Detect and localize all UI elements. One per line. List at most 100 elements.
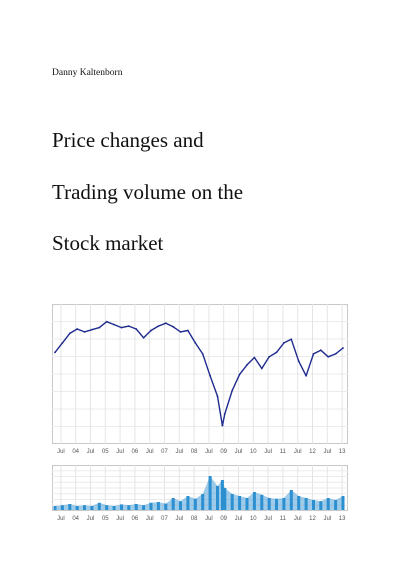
price-chart: Jul 04 Jul 05 Jul 06 Jul 07 Jul 08 Jul 09 Jul 10 Jul 11… [52, 304, 348, 457]
price-point [283, 342, 285, 344]
volume-bar [186, 496, 190, 510]
volume-bar [193, 498, 197, 510]
price-point [275, 351, 278, 354]
volume-chart-tick-label: Jul [294, 516, 302, 520]
volume-bar [245, 498, 249, 510]
price-chart-tick-label: Jul [116, 449, 124, 455]
volume-chart-tick-label: 11 [280, 516, 287, 520]
title-line-1: Price changes and [52, 128, 204, 152]
volume-chart-tick-label: Jul [323, 516, 331, 520]
price-point [98, 326, 101, 329]
price-chart-svg: Jul 04 Jul 05 Jul 06 Jul 07 Jul 08 Jul 09 Jul 10 Jul 11… [52, 304, 348, 455]
volume-chart-tick-label: 12 [309, 516, 316, 520]
price-point [179, 331, 182, 333]
volume-bar [341, 496, 345, 510]
price-point [216, 395, 219, 398]
price-chart-tick-label: Jul [146, 449, 154, 455]
volume-chart-tick-label: Jul [235, 516, 243, 520]
volume-bar [289, 490, 293, 510]
volume-bar [134, 504, 138, 510]
volume-bar [201, 494, 205, 510]
volume-chart-tick-label: Jul [87, 516, 95, 520]
volume-bar [97, 502, 101, 510]
price-chart-tick-label: Jul [294, 449, 302, 455]
author-name: Danny Kaltenborn [52, 68, 123, 78]
price-point [61, 342, 64, 344]
volume-bar [252, 492, 256, 510]
price-point [297, 360, 300, 363]
price-point [305, 374, 307, 377]
price-chart-tick-label: 12 [309, 449, 316, 455]
price-point [246, 364, 248, 366]
volume-chart-tick-label: Jul [116, 516, 124, 520]
title-line-3: Stock market [52, 231, 164, 255]
volume-chart-tick-label: 07 [161, 516, 168, 520]
price-point [76, 328, 79, 330]
price-point [127, 325, 130, 327]
volume-bar [319, 501, 323, 510]
volume-bar [142, 505, 146, 510]
price-point [135, 328, 138, 330]
volume-bar [326, 498, 330, 510]
title-line-2: Trading volume on the [52, 180, 244, 204]
price-chart-tick-label: Jul [323, 449, 331, 455]
volume-bar [238, 496, 242, 510]
volume-bar [171, 498, 175, 510]
volume-bar [105, 505, 109, 510]
volume-chart-tick-label: 10 [250, 516, 257, 520]
price-point [223, 413, 226, 415]
price-point [201, 353, 204, 355]
volume-bar [156, 502, 160, 510]
price-chart-tick-label: Jul [235, 449, 243, 455]
price-point [54, 351, 56, 354]
price-point [221, 424, 224, 427]
volume-chart-tick-label: 13 [339, 516, 346, 520]
volume-bar [260, 494, 264, 510]
price-point [150, 329, 152, 332]
volume-bar [282, 498, 286, 510]
price-point [172, 325, 175, 328]
price-chart-tick-label: 04 [72, 449, 79, 455]
price-point [91, 328, 93, 331]
volume-bar [179, 501, 182, 510]
price-chart-tick-label: Jul [175, 449, 183, 455]
volume-chart-tick-label: Jul [175, 516, 183, 520]
price-chart-tick-label: Jul [87, 449, 95, 455]
volume-bar [68, 504, 72, 510]
price-point [238, 373, 241, 376]
volume-bar [60, 505, 64, 510]
volume-bar [53, 506, 57, 510]
price-point [327, 355, 330, 358]
price-chart-tick-label: 05 [102, 449, 109, 455]
volume-bar [120, 504, 123, 510]
price-point [187, 329, 189, 332]
price-point [105, 320, 108, 323]
price-chart-tick-label: 09 [220, 449, 227, 455]
volume-bar [304, 498, 308, 510]
volume-chart-tick-label: Jul [264, 516, 272, 520]
price-point [194, 342, 197, 344]
price-point [157, 325, 160, 327]
volume-bar [230, 494, 234, 510]
price-point [342, 347, 344, 349]
price-point [164, 322, 167, 325]
price-point [260, 367, 263, 370]
volume-bar [223, 488, 227, 510]
volume-bar [90, 506, 94, 510]
price-point [231, 389, 234, 392]
volume-chart-tick-label: Jul [146, 516, 154, 520]
volume-chart-tick-label: 05 [102, 516, 109, 520]
volume-area [55, 476, 343, 510]
volume-chart-tick-label: Jul [205, 516, 213, 520]
price-chart-tick-label: 11 [280, 449, 287, 455]
price-point [83, 331, 86, 333]
price-point [209, 374, 212, 377]
price-point [334, 353, 337, 355]
price-point [268, 355, 271, 358]
volume-bar [75, 506, 79, 510]
volume-bar [127, 505, 131, 510]
price-point [312, 353, 315, 355]
price-chart-tick-label: 10 [250, 449, 257, 455]
price-chart-tick-label: 06 [132, 449, 139, 455]
volume-chart: Jul 04 Jul 05 Jul 06 Jul 07 Jul 08 Jul 09 Jul 10 Jul 11… [52, 465, 348, 520]
